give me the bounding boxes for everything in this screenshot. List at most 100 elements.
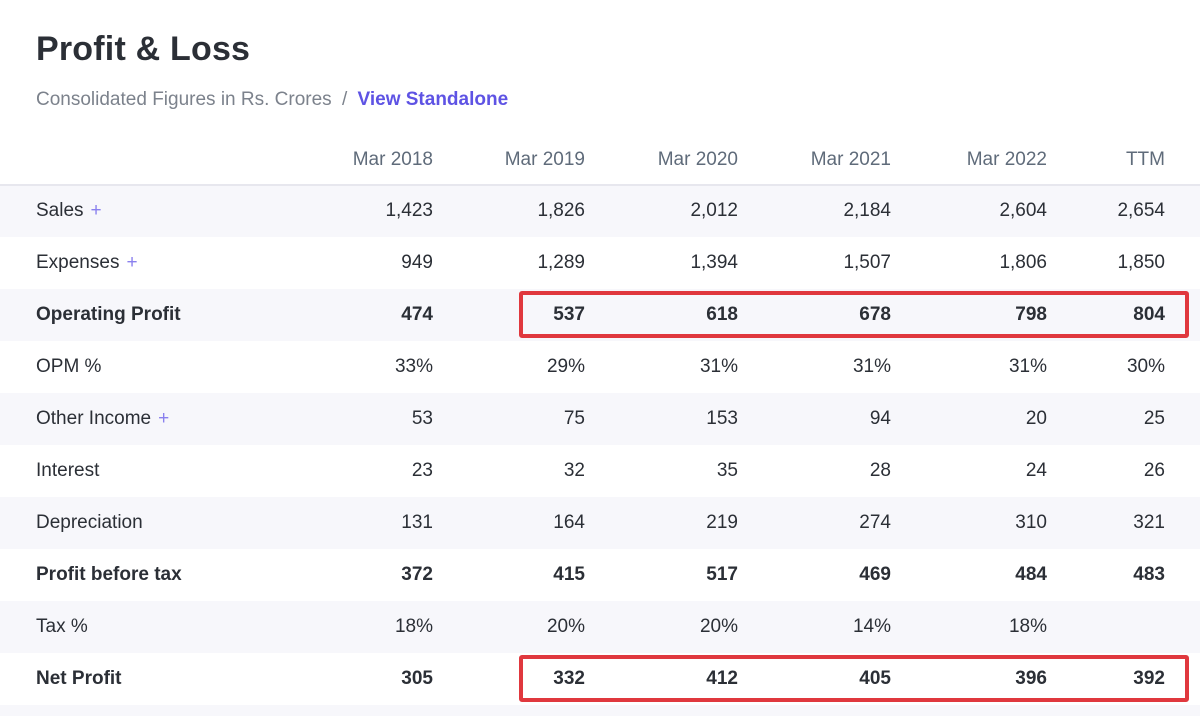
expand-icon[interactable]: + <box>126 251 138 273</box>
cell-expenses-mar-2022: 1,806 <box>999 251 1047 273</box>
row-label-text: Profit before tax <box>36 563 182 585</box>
cell-profit-before-tax-mar-2022: 484 <box>1015 563 1047 585</box>
cell-expenses-mar-2019: 1,289 <box>537 251 585 273</box>
column-header-mar-2020: Mar 2020 <box>585 136 738 186</box>
cell-expenses-mar-2020: 1,394 <box>690 251 738 273</box>
cell-opm-mar-2020: 31% <box>699 355 738 377</box>
table-row-operating-profit: Operating Profit 474 537 618 678 798 804 <box>0 288 1200 341</box>
row-label-depreciation: Depreciation <box>0 497 280 549</box>
cell-opm-ttm: 30% <box>1126 355 1165 377</box>
cell-depreciation-ttm: 321 <box>1133 511 1165 533</box>
cell-operating-profit-mar-2019: 537 <box>553 303 585 325</box>
table-row-profit-before-tax: Profit before tax 372 415 517 469 484 483 <box>0 549 1200 601</box>
cell-net-profit-mar-2020: 412 <box>706 667 738 689</box>
cell-net-profit-mar-2018: 305 <box>401 667 433 689</box>
row-label-text: Other Income <box>36 407 152 429</box>
column-header-mar-2021: Mar 2021 <box>738 136 891 186</box>
cell-other-income-mar-2022: 20 <box>1025 407 1047 429</box>
row-label-tax: Tax % <box>0 601 280 653</box>
cell-sales-mar-2019: 1,826 <box>537 200 585 221</box>
table-row-opm: OPM % 33% 29% 31% 31% 31% 30% <box>0 341 1200 393</box>
cell-profit-before-tax-ttm: 483 <box>1133 563 1165 585</box>
row-label-text: Interest <box>36 459 100 481</box>
column-header-blank <box>0 136 280 186</box>
cell-sales-mar-2021: 2,184 <box>843 200 891 221</box>
table-header-row: Mar 2018 Mar 2019 Mar 2020 Mar 2021 Mar 2022… <box>0 136 1200 186</box>
cell-sales-ttm: 2,654 <box>1117 200 1165 221</box>
cell-interest-mar-2018: 23 <box>411 459 433 481</box>
cell-operating-profit-mar-2021: 678 <box>859 303 891 325</box>
cell-tax-mar-2018: 18% <box>394 615 433 637</box>
cell-interest-mar-2022: 24 <box>1025 459 1047 481</box>
section-header: Profit & Loss Consolidated Figures in Rs… <box>0 0 1200 112</box>
row-label-text: Sales <box>36 200 84 221</box>
cell-profit-before-tax-mar-2019: 415 <box>553 563 585 585</box>
cell-operating-profit-mar-2020: 618 <box>706 303 738 325</box>
cell-tax-mar-2022: 18% <box>1008 615 1047 637</box>
partial-row-cell <box>0 705 1200 716</box>
view-standalone-link[interactable]: View Standalone <box>357 88 509 110</box>
subtitle-text: Consolidated Figures in Rs. Crores <box>36 88 332 110</box>
row-label-text: Depreciation <box>36 511 143 533</box>
expand-icon[interactable]: + <box>90 200 102 221</box>
table-row-net-profit: Net Profit 305 332 412 405 396 392 <box>0 653 1200 705</box>
cell-sales-mar-2022: 2,604 <box>999 200 1047 221</box>
cell-other-income-mar-2018: 53 <box>411 407 433 429</box>
row-label-text: OPM % <box>36 355 102 377</box>
cell-operating-profit-mar-2022: 798 <box>1015 303 1047 325</box>
cell-interest-mar-2019: 32 <box>563 459 585 481</box>
row-label-text: Tax % <box>36 615 88 637</box>
cell-expenses-mar-2021: 1,507 <box>843 251 891 273</box>
row-label-net-profit: Net Profit <box>0 653 280 705</box>
table-row-expenses: Expenses +949 1,289 1,394 1,507 1,806 1,850 <box>0 237 1200 289</box>
cell-other-income-mar-2020: 153 <box>706 407 738 429</box>
column-header-mar-2018: Mar 2018 <box>280 136 433 186</box>
row-label-text: Expenses <box>36 251 120 273</box>
row-label-sales: Sales + <box>0 185 280 237</box>
column-header-mar-2022: Mar 2022 <box>891 136 1047 186</box>
row-label-expenses: Expenses + <box>0 237 280 289</box>
subtitle-separator: / <box>341 88 348 110</box>
cell-net-profit-mar-2021: 405 <box>859 667 891 689</box>
cell-net-profit-mar-2019: 332 <box>553 667 585 689</box>
cell-other-income-mar-2019: 75 <box>563 407 585 429</box>
cell-expenses-ttm: 1,850 <box>1117 251 1165 273</box>
cell-net-profit-mar-2022: 396 <box>1015 667 1047 689</box>
cell-other-income-ttm: 25 <box>1143 407 1165 429</box>
table-row-interest: Interest 23 32 35 28 24 26 <box>0 445 1200 497</box>
cell-sales-mar-2020: 2,012 <box>690 200 738 221</box>
cell-sales-mar-2018: 1,423 <box>385 200 433 221</box>
cell-interest-ttm: 26 <box>1143 459 1165 481</box>
cell-tax-mar-2019: 20% <box>546 615 585 637</box>
profit-loss-table-wrap: Mar 2018 Mar 2019 Mar 2020 Mar 2021 Mar 2022… <box>0 136 1200 716</box>
cell-opm-mar-2022: 31% <box>1008 355 1047 377</box>
table-row-partial <box>0 704 1200 716</box>
row-label-text: Net Profit <box>36 667 122 689</box>
row-label-opm: OPM % <box>0 341 280 393</box>
cell-other-income-mar-2021: 94 <box>869 407 891 429</box>
table-row-sales: Sales +1,423 1,826 2,012 2,184 2,604 2,654 <box>0 184 1200 237</box>
subtitle: Consolidated Figures in Rs. Crores / Vie… <box>36 88 1164 112</box>
cell-operating-profit-ttm: 804 <box>1133 303 1165 325</box>
column-header-mar-2019: Mar 2019 <box>433 136 585 186</box>
cell-tax-ttm <box>1047 601 1200 653</box>
cell-profit-before-tax-mar-2021: 469 <box>859 563 891 585</box>
cell-tax-mar-2020: 20% <box>699 615 738 637</box>
row-label-text: Operating Profit <box>36 303 181 325</box>
cell-expenses-mar-2018: 949 <box>401 251 433 273</box>
row-label-operating-profit: Operating Profit <box>0 289 280 341</box>
row-label-other-income: Other Income + <box>0 393 280 445</box>
cell-profit-before-tax-mar-2018: 372 <box>401 563 433 585</box>
table-row-other-income: Other Income +53 75 153 94 20 25 <box>0 392 1200 445</box>
cell-operating-profit-mar-2018: 474 <box>401 303 433 325</box>
cell-interest-mar-2021: 28 <box>869 459 891 481</box>
cell-interest-mar-2020: 35 <box>716 459 738 481</box>
cell-depreciation-mar-2020: 219 <box>706 511 738 533</box>
expand-icon[interactable]: + <box>158 407 170 429</box>
column-header-ttm: TTM <box>1047 136 1200 186</box>
cell-depreciation-mar-2022: 310 <box>1015 511 1047 533</box>
cell-depreciation-mar-2021: 274 <box>859 511 891 533</box>
cell-opm-mar-2021: 31% <box>852 355 891 377</box>
cell-depreciation-mar-2019: 164 <box>553 511 585 533</box>
